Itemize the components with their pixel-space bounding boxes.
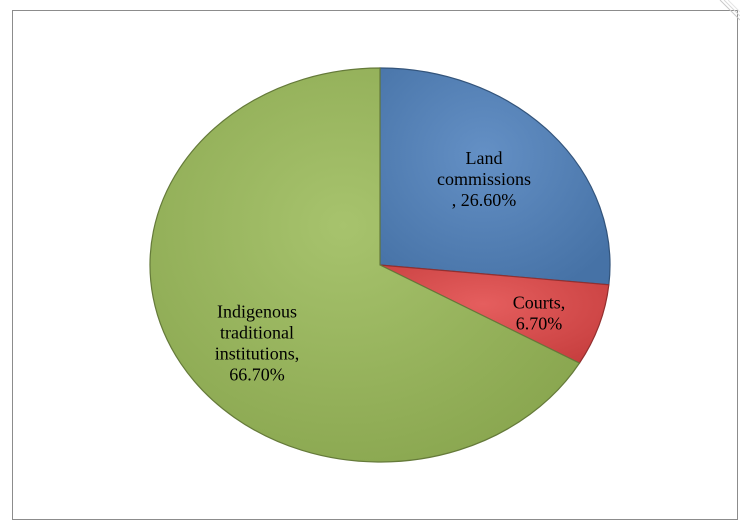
slice-label-line: institutions,	[215, 344, 300, 364]
slice-label-line: , 26.60%	[452, 190, 517, 210]
slice-label-line: traditional	[220, 323, 294, 343]
slice-label-line: 66.70%	[229, 365, 285, 385]
slice-label-line: commissions	[437, 169, 531, 189]
slice-label-line: Indigenous	[217, 302, 297, 322]
slice-label-line: Courts,	[513, 293, 566, 313]
slice-label-line: Land	[466, 148, 503, 168]
slice-label-line: 6.70%	[516, 314, 563, 334]
slice-label-courts: Courts, 6.70%	[513, 293, 566, 334]
pie-slices	[150, 68, 610, 462]
